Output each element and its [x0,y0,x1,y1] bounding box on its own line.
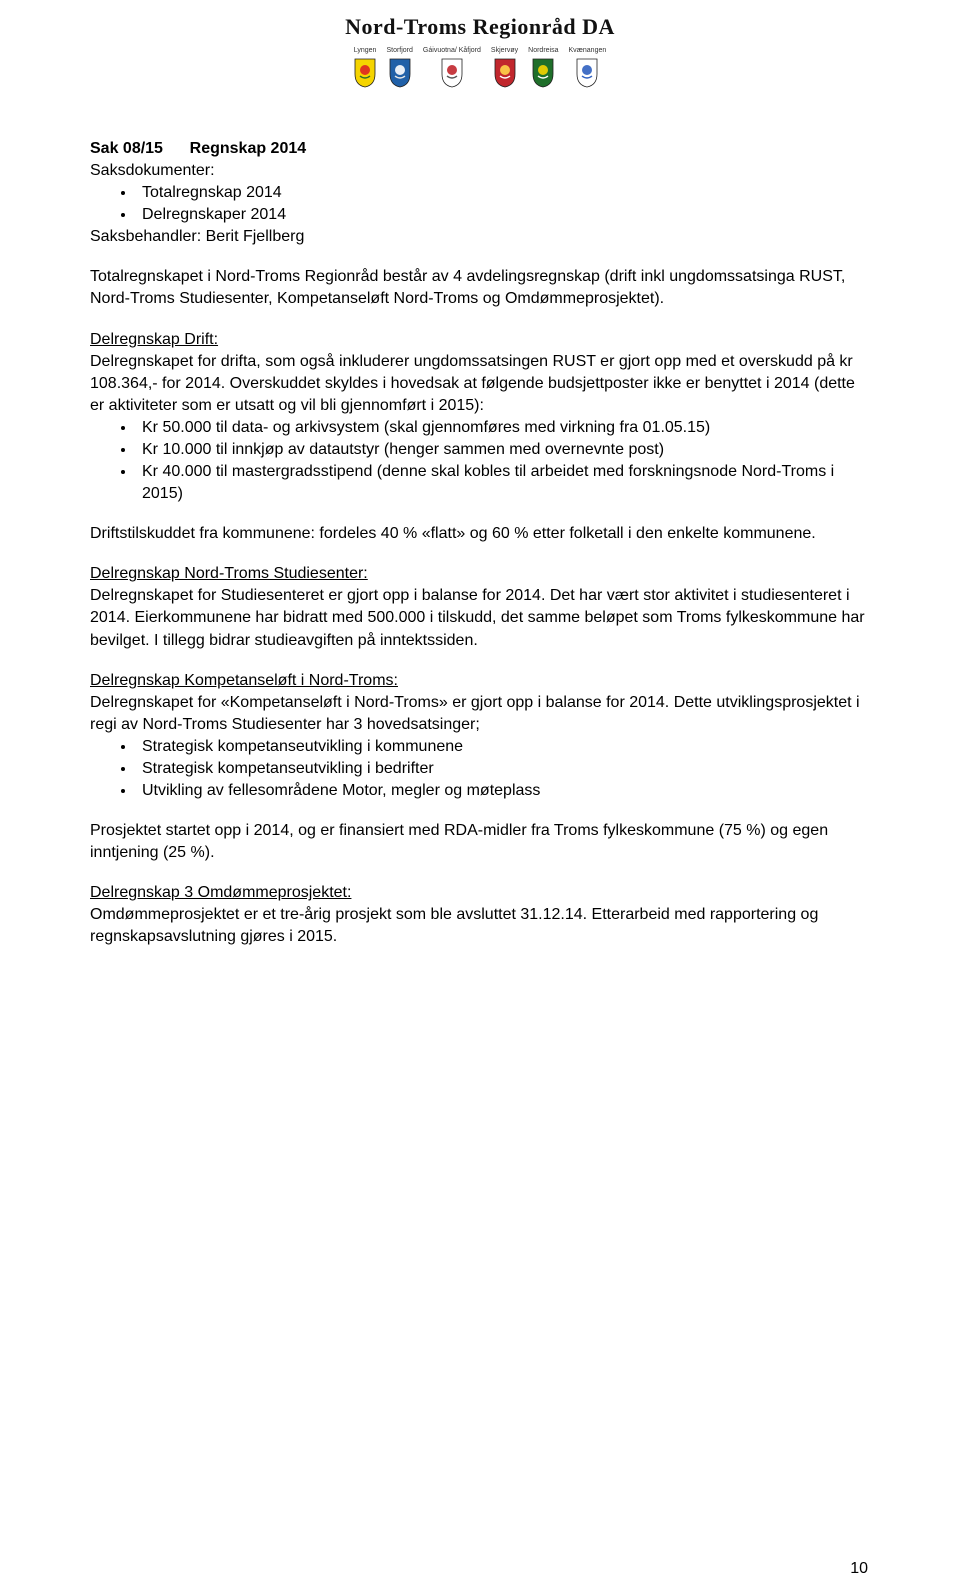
case-name: Regnskap 2014 [190,140,307,157]
omd-paragraph: Omdømmeprosjektet er et tre-årig prosjek… [90,904,870,948]
docs-list: Totalregnskap 2014 Delregnskaper 2014 [90,182,870,226]
crest-label: Lyngen [354,46,377,56]
crest-icon: Kvænangen [569,46,607,88]
spacer [90,652,870,670]
crest-label: Skjervøy [491,46,518,56]
letterhead: Nord-Troms Regionråd DA Lyngen Storfjord… [90,0,870,88]
crest-icon: Skjervøy [491,46,518,88]
list-item: Kr 40.000 til mastergradsstipend (denne … [136,461,870,505]
omd-heading: Delregnskap 3 Omdømmeprosjektet: [90,882,870,904]
crest-label: Storfjord [386,46,412,56]
list-item: Kr 50.000 til data- og arkivsystem (skal… [136,417,870,439]
list-item: Utvikling av fellesområdene Motor, megle… [136,780,870,802]
page-number: 10 [850,1558,868,1580]
spacer [90,311,870,329]
case-handler: Saksbehandler: Berit Fjellberg [90,226,870,248]
shield-icon [389,58,411,88]
drift-heading: Delregnskap Drift: [90,329,870,351]
shield-icon [441,58,463,88]
shield-icon [576,58,598,88]
studie-paragraph: Delregnskapet for Studiesenteret er gjor… [90,585,870,651]
drift-list: Kr 50.000 til data- og arkivsystem (skal… [90,417,870,505]
spacer [90,248,870,266]
crest-label: Kvænangen [569,46,607,56]
komp-paragraph-2: Prosjektet startet opp i 2014, og er fin… [90,820,870,864]
crest-row: Lyngen Storfjord Gáivuotna/ Kåfjord Skje… [90,46,870,88]
spacer [167,140,185,157]
crest-label: Gáivuotna/ Kåfjord [423,46,481,56]
drift-paragraph: Delregnskapet for drifta, som også inklu… [90,351,870,417]
shield-icon [354,58,376,88]
page: Nord-Troms Regionråd DA Lyngen Storfjord… [0,0,960,1596]
crest-icon: Lyngen [354,46,377,88]
komp-list: Strategisk kompetanseutvikling i kommune… [90,736,870,802]
intro-paragraph: Totalregnskapet i Nord-Troms Regionråd b… [90,266,870,310]
list-item: Strategisk kompetanseutvikling i bedrift… [136,758,870,780]
list-item: Delregnskaper 2014 [136,204,870,226]
crest-icon: Gáivuotna/ Kåfjord [423,46,481,88]
shield-icon [532,58,554,88]
spacer [90,802,870,820]
list-item: Totalregnskap 2014 [136,182,870,204]
list-item: Kr 10.000 til innkjøp av datautstyr (hen… [136,439,870,461]
list-item: Strategisk kompetanseutvikling i kommune… [136,736,870,758]
crest-icon: Nordreisa [528,46,558,88]
spacer [90,864,870,882]
document-body: Sak 08/15 Regnskap 2014 Saksdokumenter: … [90,138,870,948]
komp-heading: Delregnskap Kompetanseløft i Nord-Troms: [90,670,870,692]
spacer [90,505,870,523]
komp-paragraph: Delregnskapet for «Kompetanseløft i Nord… [90,692,870,736]
drift-paragraph-2: Driftstilskuddet fra kommunene: fordeles… [90,523,870,545]
case-title: Sak 08/15 Regnskap 2014 [90,138,870,160]
docs-label: Saksdokumenter: [90,160,870,182]
crest-label: Nordreisa [528,46,558,56]
studie-heading: Delregnskap Nord-Troms Studiesenter: [90,563,870,585]
spacer [90,545,870,563]
shield-icon [494,58,516,88]
org-name: Nord-Troms Regionråd DA [90,12,870,42]
crest-icon: Storfjord [386,46,412,88]
case-number: Sak 08/15 [90,140,163,157]
